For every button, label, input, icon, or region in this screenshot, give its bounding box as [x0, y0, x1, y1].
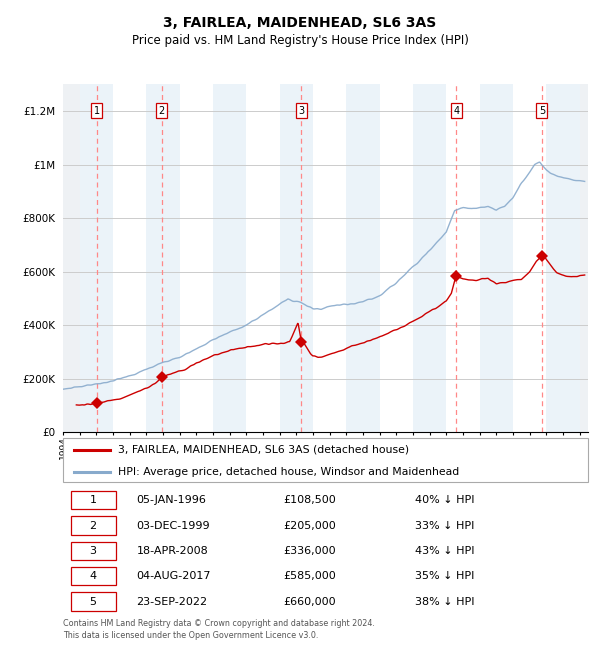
- Text: 23-SEP-2022: 23-SEP-2022: [137, 597, 208, 606]
- Text: Contains HM Land Registry data © Crown copyright and database right 2024.
This d: Contains HM Land Registry data © Crown c…: [63, 619, 375, 640]
- Bar: [547, 84, 580, 432]
- FancyBboxPatch shape: [71, 516, 115, 535]
- Text: £585,000: £585,000: [284, 571, 336, 581]
- Bar: [63, 84, 80, 432]
- Text: 3: 3: [298, 105, 304, 116]
- Text: 43% ↓ HPI: 43% ↓ HPI: [415, 546, 474, 556]
- Text: 05-JAN-1996: 05-JAN-1996: [137, 495, 206, 505]
- Text: £108,500: £108,500: [284, 495, 336, 505]
- Bar: [280, 84, 313, 432]
- Text: 5: 5: [539, 105, 545, 116]
- Text: £205,000: £205,000: [284, 521, 336, 530]
- Text: HPI: Average price, detached house, Windsor and Maidenhead: HPI: Average price, detached house, Wind…: [118, 467, 460, 476]
- Bar: [213, 84, 247, 432]
- Text: 3, FAIRLEA, MAIDENHEAD, SL6 3AS (detached house): 3, FAIRLEA, MAIDENHEAD, SL6 3AS (detache…: [118, 445, 409, 454]
- FancyBboxPatch shape: [63, 438, 588, 482]
- Text: 1: 1: [94, 105, 100, 116]
- Text: 2: 2: [158, 105, 165, 116]
- Text: 3, FAIRLEA, MAIDENHEAD, SL6 3AS: 3, FAIRLEA, MAIDENHEAD, SL6 3AS: [163, 16, 437, 31]
- Text: 4: 4: [89, 571, 97, 581]
- Bar: [479, 84, 513, 432]
- Text: £660,000: £660,000: [284, 597, 336, 606]
- Text: 18-APR-2008: 18-APR-2008: [137, 546, 208, 556]
- Text: 3: 3: [89, 546, 97, 556]
- Text: 5: 5: [89, 597, 97, 606]
- Bar: [80, 84, 113, 432]
- Bar: [413, 84, 446, 432]
- FancyBboxPatch shape: [71, 567, 115, 586]
- Text: Price paid vs. HM Land Registry's House Price Index (HPI): Price paid vs. HM Land Registry's House …: [131, 34, 469, 47]
- Text: 4: 4: [453, 105, 459, 116]
- Text: 35% ↓ HPI: 35% ↓ HPI: [415, 571, 474, 581]
- Text: £336,000: £336,000: [284, 546, 336, 556]
- Text: 38% ↓ HPI: 38% ↓ HPI: [415, 597, 474, 606]
- Text: 03-DEC-1999: 03-DEC-1999: [137, 521, 210, 530]
- Text: 33% ↓ HPI: 33% ↓ HPI: [415, 521, 474, 530]
- FancyBboxPatch shape: [71, 541, 115, 560]
- Bar: [346, 84, 380, 432]
- Text: 2: 2: [89, 521, 97, 530]
- FancyBboxPatch shape: [71, 592, 115, 611]
- FancyBboxPatch shape: [71, 491, 115, 510]
- Text: 1: 1: [89, 495, 97, 505]
- Text: 40% ↓ HPI: 40% ↓ HPI: [415, 495, 474, 505]
- Bar: [146, 84, 179, 432]
- Text: 04-AUG-2017: 04-AUG-2017: [137, 571, 211, 581]
- Bar: [580, 84, 588, 432]
